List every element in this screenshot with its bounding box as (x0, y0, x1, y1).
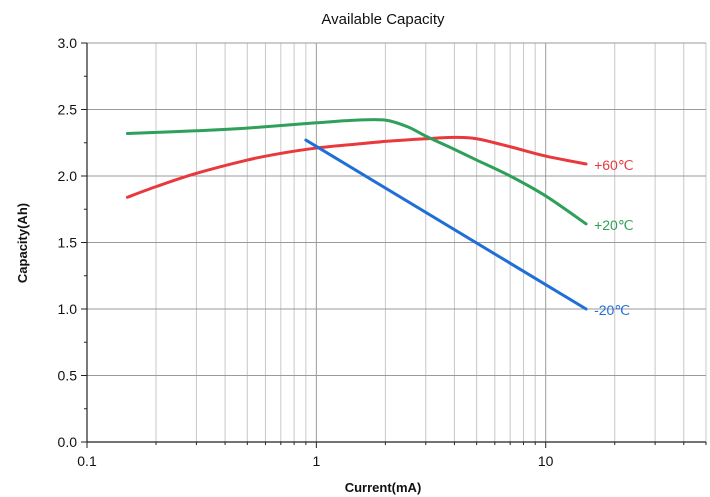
tick-labels: 0.0 0.5 1.0 1.5 2.0 2.5 3.0 0.1 1 10 (58, 35, 554, 469)
grid (86, 42, 707, 443)
y-tick-label: 2.0 (58, 168, 78, 184)
y-axis-label: Capacity(Ah) (15, 203, 30, 283)
y-tick-label: 0.0 (58, 434, 78, 450)
series-label-1: +20℃ (594, 217, 633, 233)
x-tick-label: 1 (312, 453, 320, 469)
chart-title: Available Capacity (321, 11, 445, 28)
y-tick-label: 3.0 (58, 35, 78, 51)
y-tick-label: 1.5 (58, 235, 78, 251)
y-tick-label: 0.5 (58, 368, 78, 384)
series-label-0: +60℃ (594, 157, 633, 173)
series-lines (125, 118, 588, 311)
x-tick-label: 0.1 (77, 453, 97, 469)
y-tick-label: 2.5 (58, 102, 78, 118)
series-line-1 (125, 118, 588, 226)
axes (81, 42, 707, 448)
x-axis-label: Current(mA) (345, 480, 422, 495)
x-tick-label: 10 (538, 453, 554, 469)
series-label-2: -20℃ (594, 302, 630, 318)
y-tick-label: 1.0 (58, 301, 78, 317)
series-labels: +60℃ +20℃ -20℃ (594, 157, 633, 318)
series-line-2 (304, 138, 588, 311)
series-line-0 (125, 135, 588, 199)
